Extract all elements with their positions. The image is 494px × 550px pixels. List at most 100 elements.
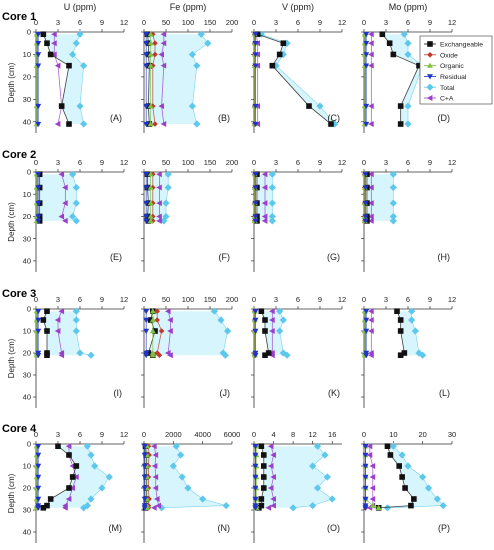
marker-exchangeable	[145, 51, 152, 58]
marker-c-plus-a	[269, 308, 275, 315]
marker-residual	[141, 463, 148, 469]
marker-total	[268, 212, 276, 221]
panel-n: 0 2000 4000 6000 (N)	[141, 430, 240, 543]
marker-total	[283, 351, 291, 359]
series-line-c-plus-a	[255, 34, 259, 125]
marker-residual	[35, 496, 42, 502]
marker-oxide	[152, 40, 158, 47]
marker-residual	[362, 463, 369, 469]
marker-total	[177, 451, 185, 459]
marker-exchangeable	[258, 496, 265, 502]
marker-residual	[143, 200, 150, 207]
marker-residual	[252, 63, 259, 69]
marker-c-plus-a	[58, 352, 65, 359]
x-tick-label: 3	[274, 158, 278, 167]
marker-residual	[35, 452, 42, 458]
total-band	[258, 446, 333, 508]
marker-residual	[252, 200, 259, 207]
marker-total	[268, 170, 276, 178]
legend-entry: Oxide	[440, 52, 458, 59]
marker-c-plus-a	[154, 496, 160, 502]
x-tick-label: 6	[406, 295, 410, 304]
marker-total	[419, 351, 427, 359]
marker-residual	[35, 63, 42, 69]
marker-total	[313, 442, 322, 450]
marker-exchangeable	[397, 121, 404, 127]
marker-exchangeable	[66, 485, 72, 491]
marker-c-plus-a	[368, 308, 374, 315]
marker-total	[289, 504, 297, 512]
marker-residual	[35, 309, 42, 315]
panel-c: 0 3 6 9 12 (C)	[251, 18, 346, 133]
y-tick-label: 30	[23, 234, 31, 243]
y-tick-label: 10	[23, 190, 31, 199]
marker-residual	[363, 63, 370, 69]
marker-residual	[252, 505, 259, 511]
marker-total	[162, 199, 170, 207]
marker-c-plus-a	[368, 184, 374, 191]
marker-organic	[149, 352, 156, 358]
marker-residual	[35, 218, 42, 224]
x-tick-label: 8	[291, 430, 295, 439]
marker-total	[72, 39, 80, 47]
total-band	[382, 34, 423, 125]
marker-total	[309, 502, 317, 510]
marker-exchangeable	[44, 40, 50, 47]
x-tick-label: 9	[100, 430, 104, 439]
marker-exchangeable	[44, 352, 50, 358]
marker-total	[80, 62, 88, 70]
marker-c-plus-a	[62, 184, 68, 191]
marker-residual	[143, 121, 150, 128]
panel-o: 0 4 8 12 16 (O)	[251, 430, 342, 543]
marker-exchangeable	[152, 328, 158, 334]
marker-c-plus-a	[156, 171, 162, 178]
marker-residual	[362, 185, 369, 191]
marker-c-plus-a	[156, 200, 162, 207]
marker-total	[323, 473, 331, 481]
marker-residual	[35, 353, 42, 359]
marker-c-plus-a	[269, 317, 275, 323]
marker-residual	[143, 63, 150, 69]
marker-total	[408, 316, 416, 324]
marker-residual	[362, 505, 369, 511]
panel-label: (K)	[328, 388, 340, 398]
marker-residual	[363, 52, 370, 58]
x-tick-label: 4	[271, 430, 275, 439]
marker-residual	[35, 41, 42, 47]
marker-c-plus-a	[160, 31, 167, 38]
marker-residual	[252, 214, 259, 220]
x-tick-label: 0	[252, 158, 256, 167]
x-tick-label: 150	[204, 158, 217, 167]
marker-residual	[363, 353, 370, 359]
y-axis-label: Depth (cm)	[7, 202, 16, 242]
x-tick-label: 50	[162, 158, 170, 167]
marker-residual	[362, 444, 369, 450]
marker-organic	[369, 502, 376, 508]
marker-organic	[147, 121, 154, 127]
x-tick-label: 3	[384, 295, 388, 304]
marker-residual	[35, 474, 42, 480]
panel-label: (G)	[327, 252, 340, 262]
x-tick-label: 0	[142, 430, 146, 439]
marker-c-plus-a	[51, 40, 57, 47]
x-tick-label: 3	[274, 18, 278, 27]
marker-organic	[375, 504, 382, 510]
marker-residual	[141, 485, 148, 491]
marker-c-plus-a	[267, 485, 274, 491]
marker-total	[276, 327, 284, 335]
marker-c-plus-a	[156, 184, 162, 191]
marker-total	[72, 199, 80, 207]
marker-residual	[35, 185, 42, 191]
x-tick-label: 12	[448, 18, 456, 27]
x-tick-label: 9	[318, 18, 322, 27]
marker-total	[408, 307, 416, 315]
marker-exchangeable	[397, 317, 404, 323]
marker-residual	[143, 172, 150, 178]
panel-g: 0 3 6 9 12 (G)	[251, 158, 346, 272]
panel-label: (F)	[219, 252, 231, 262]
marker-c-plus-a	[65, 443, 72, 450]
marker-total	[313, 484, 322, 492]
marker-c-plus-a	[152, 452, 159, 458]
x-tick-label: 200	[226, 158, 239, 167]
